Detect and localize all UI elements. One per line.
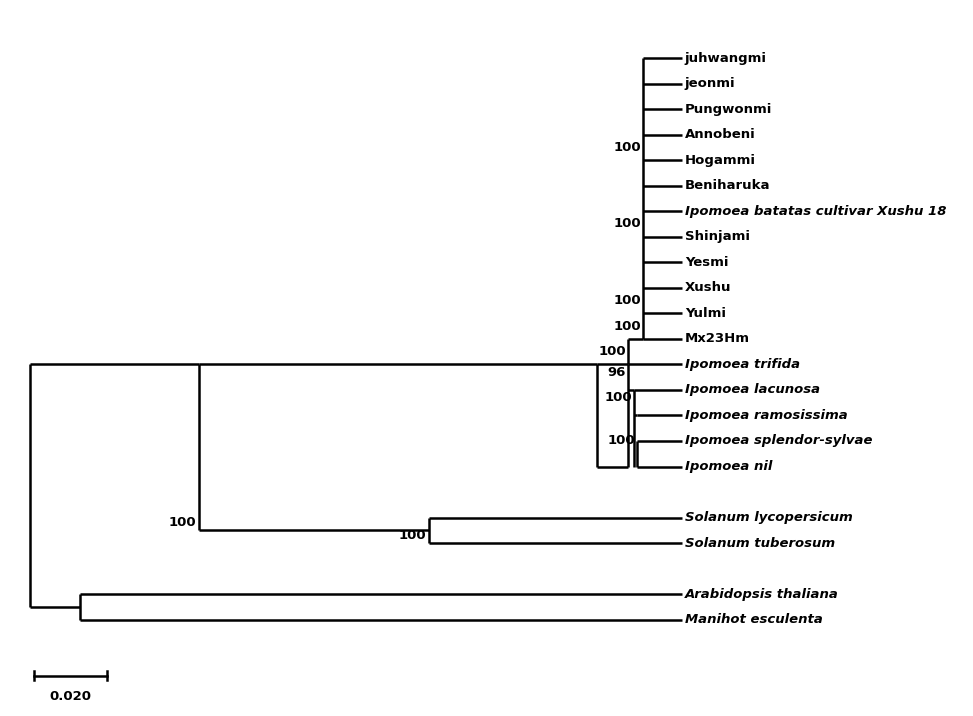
Text: 100: 100	[168, 516, 197, 529]
Text: Shinjami: Shinjami	[685, 231, 750, 243]
Text: Pungwonmi: Pungwonmi	[685, 102, 773, 115]
Text: 100: 100	[604, 391, 631, 404]
Text: Ipomoea lacunosa: Ipomoea lacunosa	[685, 383, 820, 397]
Text: Ipomoea trifida: Ipomoea trifida	[685, 358, 800, 371]
Text: Xushu: Xushu	[685, 281, 732, 294]
Text: 100: 100	[598, 345, 626, 358]
Text: 100: 100	[607, 435, 635, 448]
Text: Arabidopsis thaliana: Arabidopsis thaliana	[685, 588, 839, 601]
Text: 100: 100	[613, 294, 641, 307]
Text: Hogammi: Hogammi	[685, 154, 756, 167]
Text: jeonmi: jeonmi	[685, 77, 736, 90]
Text: Beniharuka: Beniharuka	[685, 179, 771, 192]
Text: Ipomoea batatas cultivar Xushu 18: Ipomoea batatas cultivar Xushu 18	[685, 205, 947, 218]
Text: Yulmi: Yulmi	[685, 307, 726, 320]
Text: 100: 100	[399, 529, 426, 542]
Text: juhwangmi: juhwangmi	[685, 52, 767, 64]
Text: Yesmi: Yesmi	[685, 256, 729, 268]
Text: Solanum lycopersicum: Solanum lycopersicum	[685, 511, 852, 524]
Text: Annobeni: Annobeni	[685, 128, 756, 141]
Text: 100: 100	[613, 141, 641, 154]
Text: 96: 96	[607, 366, 626, 379]
Text: Ipomoea ramosissima: Ipomoea ramosissima	[685, 409, 847, 422]
Text: 0.020: 0.020	[50, 690, 91, 703]
Text: Ipomoea splendor-sylvae: Ipomoea splendor-sylvae	[685, 435, 872, 448]
Text: 100: 100	[613, 218, 641, 231]
Text: Ipomoea nil: Ipomoea nil	[685, 460, 773, 473]
Text: 100: 100	[613, 319, 641, 333]
Text: Mx23Hm: Mx23Hm	[685, 332, 750, 345]
Text: Solanum tuberosum: Solanum tuberosum	[685, 536, 835, 550]
Text: Manihot esculenta: Manihot esculenta	[685, 613, 822, 626]
